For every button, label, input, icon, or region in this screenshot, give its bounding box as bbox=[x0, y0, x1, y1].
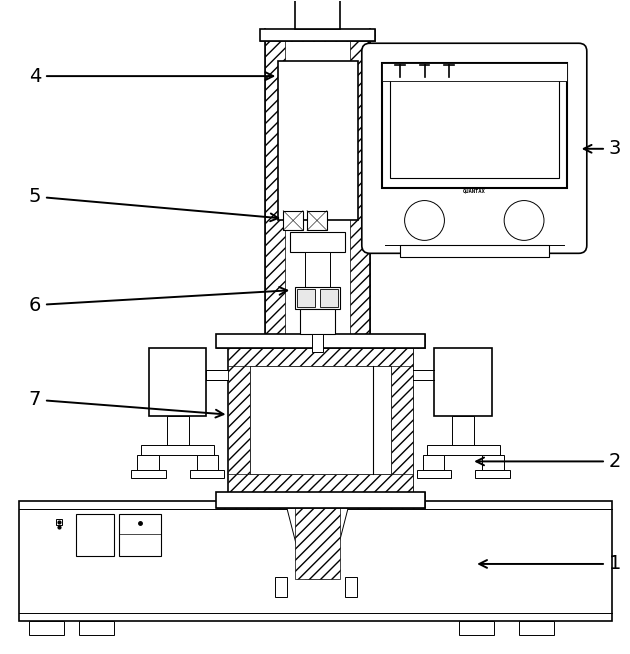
Bar bbox=[399, 245, 549, 257]
Circle shape bbox=[504, 201, 544, 241]
Bar bbox=[278, 61, 358, 220]
Bar bbox=[217, 492, 425, 508]
FancyBboxPatch shape bbox=[362, 43, 587, 253]
Bar bbox=[79, 621, 114, 634]
Bar bbox=[275, 577, 287, 597]
Text: 3: 3 bbox=[584, 139, 621, 158]
Bar bbox=[295, 287, 340, 309]
Bar bbox=[307, 254, 328, 285]
Bar bbox=[260, 29, 375, 41]
Bar bbox=[229, 348, 413, 366]
Bar bbox=[152, 351, 203, 413]
Bar bbox=[307, 211, 327, 230]
Bar bbox=[391, 348, 413, 492]
Bar bbox=[295, 501, 340, 579]
Bar bbox=[285, 430, 350, 501]
Bar bbox=[217, 492, 425, 508]
Text: 1: 1 bbox=[479, 555, 621, 574]
Bar bbox=[167, 415, 188, 445]
Bar bbox=[217, 334, 425, 348]
Text: 4: 4 bbox=[29, 67, 273, 86]
Bar bbox=[297, 289, 315, 307]
Bar bbox=[482, 455, 504, 470]
Bar bbox=[416, 470, 452, 478]
Bar bbox=[197, 455, 219, 470]
Bar bbox=[427, 445, 500, 455]
Text: 5: 5 bbox=[29, 187, 278, 221]
Bar bbox=[459, 621, 494, 634]
Bar bbox=[475, 470, 510, 478]
Bar bbox=[240, 489, 399, 503]
Bar bbox=[437, 351, 490, 413]
Bar bbox=[207, 370, 229, 380]
Bar bbox=[435, 348, 492, 415]
Text: 6: 6 bbox=[29, 287, 287, 315]
Bar bbox=[290, 232, 345, 252]
Bar bbox=[229, 348, 413, 492]
Bar bbox=[131, 470, 166, 478]
Bar bbox=[149, 348, 207, 415]
Bar bbox=[190, 470, 224, 478]
Bar bbox=[240, 489, 399, 503]
Text: QUANTAX: QUANTAX bbox=[463, 188, 486, 193]
Bar bbox=[454, 418, 472, 443]
Bar bbox=[140, 445, 214, 455]
Bar bbox=[423, 455, 444, 470]
Bar bbox=[345, 577, 357, 597]
Text: 7: 7 bbox=[29, 390, 224, 417]
Bar bbox=[302, 311, 333, 332]
Bar bbox=[312, 334, 323, 352]
Bar bbox=[20, 501, 612, 621]
Bar bbox=[350, 29, 370, 501]
Bar bbox=[250, 366, 391, 474]
Bar bbox=[76, 514, 114, 556]
Bar bbox=[452, 415, 474, 445]
Bar bbox=[119, 514, 161, 556]
Polygon shape bbox=[285, 501, 350, 579]
Bar bbox=[169, 418, 186, 443]
Bar bbox=[229, 348, 250, 492]
Text: 2: 2 bbox=[476, 452, 621, 471]
Bar bbox=[390, 73, 559, 178]
Bar bbox=[283, 211, 303, 230]
Bar bbox=[382, 63, 567, 188]
Bar bbox=[260, 29, 375, 41]
Bar bbox=[56, 519, 62, 525]
Bar bbox=[382, 63, 567, 81]
Bar bbox=[519, 621, 554, 634]
Bar bbox=[292, 234, 343, 250]
Bar bbox=[29, 621, 64, 634]
Bar bbox=[305, 252, 330, 287]
Bar bbox=[229, 474, 413, 492]
Bar bbox=[300, 1, 335, 27]
Bar bbox=[295, 0, 340, 29]
Bar bbox=[217, 334, 425, 348]
Circle shape bbox=[404, 201, 444, 241]
Bar bbox=[300, 309, 335, 334]
Bar bbox=[265, 29, 285, 501]
Bar bbox=[137, 455, 159, 470]
Bar bbox=[320, 289, 338, 307]
Bar bbox=[281, 64, 355, 218]
